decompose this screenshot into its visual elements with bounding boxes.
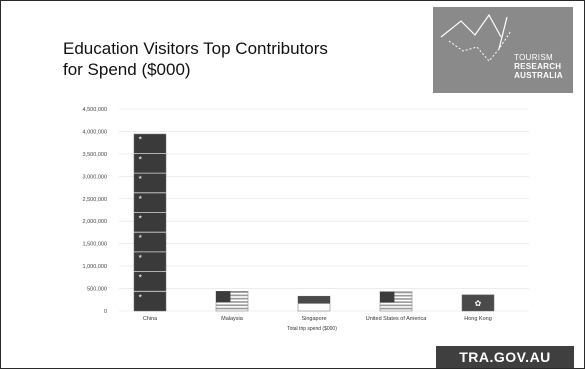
logo-line-2: RESEARCH (514, 62, 562, 71)
logo-text: TOURISM RESEARCH AUSTRALIA (514, 53, 563, 80)
flag-stripe (380, 301, 412, 303)
flag-stripe (216, 291, 248, 293)
flag-stripe (380, 304, 412, 307)
flag-stripe (216, 307, 248, 310)
y-tick-label: 1,500,000 (83, 242, 107, 248)
flag-canton (380, 291, 395, 303)
y-tick-label: 4,000,000 (83, 129, 107, 135)
flag-star-icon: ★ (138, 254, 143, 260)
flag-star-icon: ★ (138, 175, 143, 181)
flag-star-icon: ★ (138, 234, 143, 240)
flag-star-icon: ★ (138, 293, 143, 299)
bar-hong-kong: ✿ (461, 294, 495, 312)
tourism-research-australia-logo: TOURISM RESEARCH AUSTRALIA (433, 7, 573, 93)
y-tick-label: 3,000,000 (83, 174, 107, 180)
y-tick-label: 500,000 (87, 287, 107, 293)
logo-line-1: TOURISM (514, 53, 553, 62)
flag-stripe (380, 298, 412, 300)
flag-stripe (380, 307, 412, 310)
y-tick-label: 2,000,000 (83, 219, 107, 225)
flag-stripe (216, 301, 248, 303)
slide-title: Education Visitors Top Contributors for … (63, 38, 403, 80)
flag-star-icon: ★ (138, 214, 143, 220)
flag-star-icon: ★ (138, 155, 143, 161)
bar (461, 294, 495, 312)
x-category-label: Singapore (301, 316, 326, 322)
flag-canton (216, 291, 231, 303)
flag-stripe (216, 294, 248, 297)
y-tick-label: 3,500,000 (83, 152, 107, 158)
logo-line-3: AUSTRALIA (514, 71, 563, 80)
x-axis-title: Total trip spend ($000) (287, 326, 337, 332)
bar-china: ★ ★ ★ ★ ★ ★ ★ ★ ★ (133, 133, 167, 312)
flag-flower-icon: ✿ (475, 299, 482, 308)
y-tick-label: 1,000,000 (83, 264, 107, 270)
x-category-label: China (143, 316, 158, 322)
bar-malaysia (215, 290, 249, 312)
y-tick-label: 2,500,000 (83, 197, 107, 203)
flag-star-icon: ★ (138, 195, 143, 201)
flag-stripe (216, 297, 248, 300)
y-tick-label: 0 (104, 309, 107, 315)
flag-stripe (216, 304, 248, 307)
x-category-label: Malaysia (221, 316, 244, 322)
flag-stripe (380, 291, 412, 294)
bar (133, 133, 167, 312)
flag-star-icon: ★ (138, 136, 143, 142)
x-category-label: Hong Kong (464, 316, 492, 322)
bar-united-states-of-america (379, 291, 413, 312)
x-category-label: United States of America (366, 316, 427, 322)
flag-stripe (380, 294, 412, 297)
bar-singapore (297, 295, 331, 312)
flag-upper-band (298, 296, 330, 304)
flag-star-icon: ★ (138, 274, 143, 280)
logo-line-graphic-icon (440, 13, 512, 62)
y-tick-label: 4,500,000 (83, 107, 107, 113)
title-line-1: Education Visitors Top Contributors (63, 39, 328, 58)
title-line-2: for Spend ($000) (63, 60, 191, 79)
footer-url[interactable]: TRA.GOV.AU (436, 346, 574, 368)
